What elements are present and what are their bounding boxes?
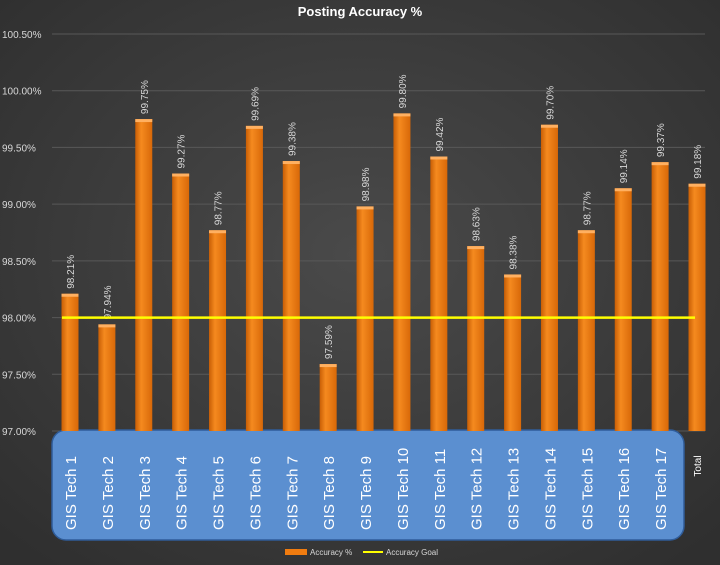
data-label: 98.98% (361, 167, 372, 201)
x-category-label: GIS Tech 14 (542, 448, 559, 530)
x-category-label: GIS Tech 15 (579, 448, 596, 530)
x-category-label: GIS Tech 10 (395, 448, 412, 530)
bar-top-highlight (467, 246, 485, 250)
bar-top-highlight (61, 293, 79, 297)
x-category-label: GIS Tech 5 (211, 456, 228, 530)
bar-top-highlight (393, 113, 411, 117)
data-label: 99.69% (250, 87, 261, 121)
bar-top-highlight (577, 230, 595, 234)
data-label: 99.80% (398, 74, 409, 108)
data-label: 99.38% (287, 122, 298, 156)
legend-swatch-accuracy (285, 549, 307, 555)
bar-top-highlight (172, 173, 190, 177)
y-tick-label: 97.50% (2, 370, 36, 381)
bar-top-highlight (540, 124, 558, 128)
y-tick-label: 99.50% (2, 143, 36, 154)
bar-top-highlight (319, 364, 337, 368)
x-category-label: GIS Tech 17 (653, 448, 670, 530)
data-label: 99.75% (140, 80, 151, 114)
x-category-label: GIS Tech 1 (63, 456, 80, 530)
bar (688, 183, 706, 431)
bar (209, 230, 227, 431)
x-category-label: GIS Tech 16 (616, 448, 633, 530)
bar (245, 125, 263, 432)
bar (135, 119, 153, 432)
y-tick-label: 100.50% (2, 30, 42, 41)
data-label: 98.38% (509, 235, 520, 269)
bar (651, 162, 669, 431)
data-label: 99.37% (656, 123, 667, 157)
data-label: 99.18% (693, 145, 704, 179)
bar (614, 188, 632, 431)
data-label: 99.42% (435, 117, 446, 151)
x-category-label: GIS Tech 9 (358, 456, 375, 530)
bar (98, 324, 116, 431)
bar-top-highlight (98, 324, 116, 328)
data-label: 99.14% (619, 149, 630, 183)
bar (172, 173, 190, 431)
data-label: 98.77% (582, 191, 593, 225)
bar (393, 113, 411, 432)
x-category-label: GIS Tech 3 (137, 456, 154, 530)
bar (282, 161, 300, 432)
legend-label-goal: Accuracy Goal (386, 548, 438, 557)
x-category-label: GIS Tech 7 (284, 456, 301, 530)
x-category-label: GIS Tech 6 (247, 456, 264, 530)
bar (467, 246, 485, 431)
x-category-label: GIS Tech 11 (432, 449, 449, 530)
bar (430, 156, 448, 431)
bar-top-highlight (135, 119, 153, 123)
x-category-label: GIS Tech 2 (100, 456, 117, 530)
legend-label-accuracy: Accuracy % (310, 548, 352, 557)
data-label: 98.77% (214, 191, 225, 225)
x-category-label: GIS Tech 8 (321, 456, 338, 530)
bar-top-highlight (282, 161, 300, 165)
data-label: 97.59% (324, 325, 335, 359)
bar (319, 364, 337, 431)
bar-top-highlight (688, 183, 706, 187)
x-category-label: GIS Tech 12 (469, 448, 486, 530)
bar-top-highlight (614, 188, 632, 192)
data-label: 97.94% (103, 285, 114, 319)
bar (540, 124, 558, 431)
y-tick-label: 99.00% (2, 200, 36, 211)
bar (504, 274, 522, 431)
bar (61, 293, 79, 431)
bar-top-highlight (430, 156, 448, 160)
y-tick-label: 98.00% (2, 314, 36, 325)
bar-top-highlight (245, 125, 263, 129)
data-label: 99.27% (177, 134, 188, 168)
x-category-label: GIS Tech 4 (174, 456, 191, 530)
x-category-label: Total (693, 455, 704, 476)
chart-title: Posting Accuracy % (298, 4, 423, 19)
data-label: 98.63% (472, 207, 483, 241)
y-tick-label: 100.00% (2, 87, 42, 98)
x-category-label: GIS Tech 13 (506, 448, 523, 530)
bar-top-highlight (651, 162, 669, 166)
bar-top-highlight (209, 230, 227, 234)
data-label: 98.21% (66, 255, 77, 289)
bar (577, 230, 595, 431)
bar-top-highlight (504, 274, 522, 278)
y-tick-label: 98.50% (2, 257, 36, 268)
y-tick-label: 97.00% (2, 427, 36, 438)
bar-top-highlight (356, 206, 374, 210)
data-label: 99.70% (545, 86, 556, 120)
